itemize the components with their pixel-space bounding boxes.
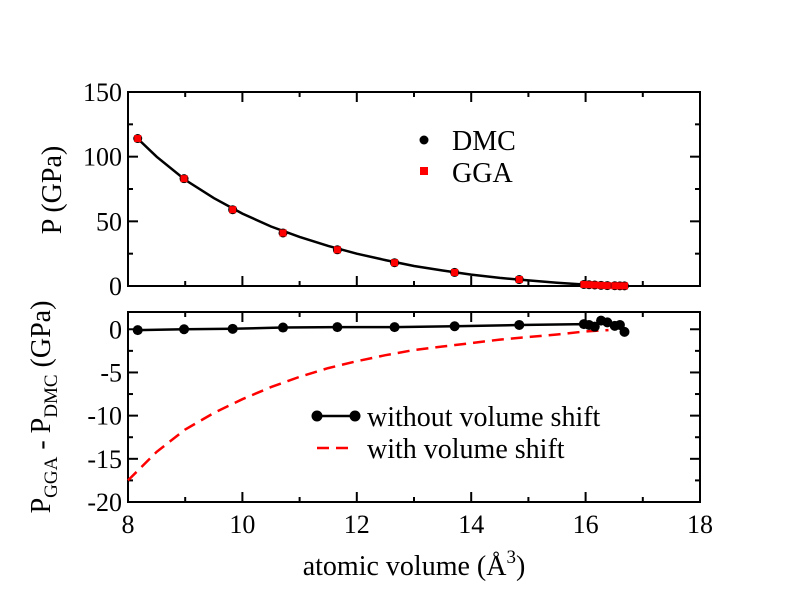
x-tick-label: 14 (458, 510, 484, 539)
bottom-y-tick-label: -10 (87, 402, 122, 431)
top-panel-frame (127, 91, 701, 287)
legend-dmc-marker (419, 135, 429, 145)
x-axis-title: atomic volume (Å3) (303, 547, 526, 582)
legend-without-shift-marker-left (311, 410, 323, 422)
top-ticks: 0 50 100 150 (83, 78, 701, 301)
gga-point (597, 281, 605, 289)
x-tick-label: 12 (344, 510, 370, 539)
gga-point (580, 280, 588, 288)
legend-with-shift-label: with volume shift (367, 434, 565, 465)
legend-without-shift-label: without volume shift (367, 402, 601, 433)
gga-point (333, 246, 341, 254)
bottom-y-tick-label: -5 (100, 358, 122, 387)
with-volume-shift-line (127, 328, 609, 482)
without-volume-shift-point (332, 322, 343, 333)
gga-point (611, 282, 619, 290)
bottom-ticks: -20 -15 -10 -5 0 8 10 12 14 16 18 (87, 312, 713, 539)
x-tick-label: 10 (229, 510, 255, 539)
gga-point (451, 268, 459, 276)
top-y-tick-label: 150 (83, 78, 122, 107)
bottom-y-axis-title: PGGA - PDMC (GPa) (26, 301, 62, 514)
top-plot (133, 134, 629, 291)
gga-point (180, 175, 188, 183)
gga-point (620, 282, 628, 290)
x-tick-label: 8 (122, 510, 135, 539)
legend-gga-label: GGA (452, 158, 513, 189)
x-tick-label: 16 (573, 510, 599, 539)
without-volume-shift-point (227, 323, 238, 334)
without-volume-shift-point (602, 317, 613, 328)
gga-point (279, 229, 287, 237)
legend-dmc-label: DMC (452, 126, 516, 157)
gga-point (616, 282, 624, 290)
gga-point (515, 276, 523, 284)
bottom-y-tick-label: 0 (109, 315, 122, 344)
without-volume-shift-point (449, 321, 460, 332)
without-volume-shift-point (132, 325, 143, 336)
top-y-tick-label: 50 (96, 207, 122, 236)
bottom-plot (127, 315, 630, 482)
legend-gga-marker (420, 167, 428, 175)
top-y-tick-label: 100 (83, 143, 122, 172)
gga-point (591, 281, 599, 289)
without-volume-shift-point (514, 319, 525, 330)
top-legend: DMC GGA (419, 126, 516, 189)
gga-point (229, 206, 237, 214)
without-volume-shift-point (179, 324, 190, 335)
without-volume-shift-point (278, 322, 289, 333)
gga-point (603, 282, 611, 290)
gga-point (391, 259, 399, 267)
legend-without-shift-marker-right (349, 410, 361, 422)
without-volume-shift-line (137, 319, 626, 333)
x-tick-label: 18 (687, 510, 713, 539)
top-y-tick-label: 0 (109, 272, 122, 301)
fit-curve-line (136, 137, 623, 288)
bottom-legend: without volume shift with volume shift (311, 402, 601, 465)
bottom-y-tick-label: -15 (87, 445, 122, 474)
without-volume-shift-point (619, 326, 630, 337)
without-volume-shift-point (389, 322, 400, 333)
bottom-y-tick-label: -20 (87, 488, 122, 517)
gga-point (134, 135, 142, 143)
top-y-axis-title: P (GPa) (37, 146, 68, 234)
gga-point (585, 281, 593, 289)
without-volume-shift-point (589, 321, 600, 332)
